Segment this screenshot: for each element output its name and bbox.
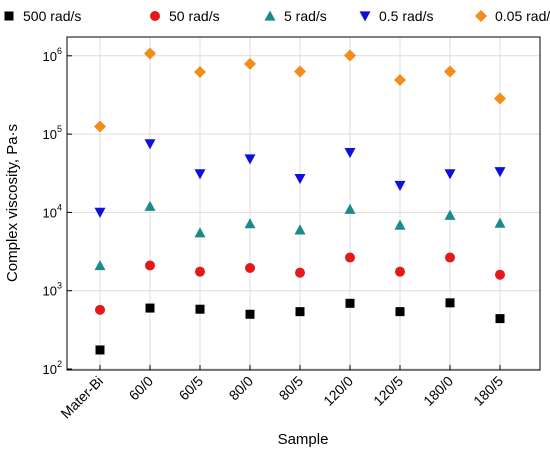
y-tick-label: 103 [43, 281, 62, 299]
x-tick-label: 60/5 [176, 373, 207, 404]
x-tick-label: 180/5 [470, 373, 506, 409]
data-point-triangle-up [194, 227, 206, 238]
data-point-triangle-down [494, 167, 506, 178]
y-tick-label: 102 [43, 359, 62, 377]
grid-lines [67, 37, 540, 370]
plot-frame [66, 36, 541, 371]
data-point-triangle-up [294, 224, 306, 235]
legend-label: 5 rad/s [284, 8, 327, 24]
data-point-triangle-up [144, 200, 156, 211]
x-tick-label: 80/0 [226, 373, 257, 404]
data-point-triangle-down [244, 154, 256, 165]
x-axis-label: Sample [278, 431, 329, 448]
data-point-square [395, 307, 405, 317]
y-tick-label: 104 [43, 202, 62, 220]
data-point-diamond [244, 57, 256, 70]
data-point-triangle-up [444, 209, 456, 220]
data-point-triangle-down [444, 169, 456, 180]
data-point-circle [345, 252, 355, 263]
data-point-circle [295, 267, 305, 278]
data-point-triangle-up [394, 219, 406, 230]
data-point-diamond [494, 92, 506, 105]
legend-label: 0.5 rad/s [379, 8, 433, 24]
legend-label: 500 rad/s [23, 8, 81, 24]
x-tick-label: 120/0 [320, 373, 356, 409]
data-point-diamond [394, 74, 406, 87]
data-point-square [345, 298, 355, 308]
legend-marker [150, 11, 160, 21]
data-point-circle [495, 269, 505, 280]
data-point-square [295, 307, 305, 317]
data-point-square [245, 309, 255, 319]
data-point-triangle-down [194, 169, 206, 180]
data-point-circle [395, 266, 405, 277]
legend-marker [359, 11, 371, 22]
data-point-square [445, 298, 455, 308]
data-point-square [145, 303, 155, 313]
legend: 500 rad/s 50 rad/s 5 rad/s 0.5 rad/s 0.05 ra… [4, 8, 550, 24]
data-point-diamond [194, 66, 206, 79]
data-point-triangle-down [144, 139, 156, 150]
legend-marker [475, 10, 487, 22]
data-point-triangle-down [394, 180, 406, 192]
y-tick-label: 106 [43, 46, 62, 64]
y-axis: 102 103 104 105 106 [43, 46, 72, 377]
x-tick-label: 120/5 [370, 373, 406, 409]
data-point-circle [445, 252, 455, 263]
data-point-triangle-down [94, 207, 106, 218]
data-point-diamond [444, 65, 456, 78]
data-point-diamond [144, 47, 156, 60]
legend-label: 50 rad/s [169, 8, 220, 24]
data-point-triangle-down [344, 147, 356, 159]
x-tick-label: 180/0 [420, 373, 456, 409]
x-tick-label: Mater-Bi [57, 373, 106, 422]
data-point-square [195, 304, 205, 314]
data-point-circle [95, 304, 105, 315]
data-point-triangle-up [494, 217, 506, 228]
data-point-circle [195, 266, 205, 277]
y-axis-label: Complex viscosity, Pa·s [4, 124, 21, 282]
data-point-diamond [344, 49, 356, 62]
y-tick-label: 105 [43, 124, 62, 142]
data-point-diamond [294, 65, 306, 78]
data-point-diamond [94, 120, 106, 133]
data-point-circle [245, 262, 255, 273]
x-tick-label: 60/0 [126, 373, 157, 404]
data-point-square [495, 314, 505, 324]
data-point-square [95, 345, 105, 355]
data-point-circle [145, 260, 155, 271]
data-point-triangle-up [94, 259, 106, 271]
data-point-triangle-down [294, 173, 306, 185]
legend-label: 0.05 rad/s [495, 8, 550, 24]
x-tick-label: 80/5 [276, 373, 307, 404]
legend-marker [264, 10, 276, 21]
data-point-triangle-up [244, 218, 256, 229]
x-axis: Mater-Bi 60/0 60/5 80/0 80/5 120/0 120/5 180/0 1… [57, 365, 506, 422]
data-points [94, 47, 506, 355]
data-point-triangle-up [344, 203, 356, 214]
legend-marker [4, 11, 14, 21]
